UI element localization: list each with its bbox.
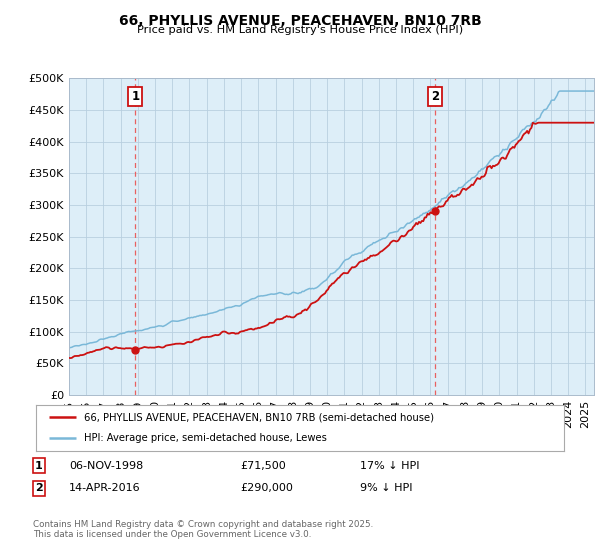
Text: 17% ↓ HPI: 17% ↓ HPI — [360, 461, 419, 471]
Text: 2: 2 — [35, 483, 43, 493]
Text: 9% ↓ HPI: 9% ↓ HPI — [360, 483, 413, 493]
Text: 14-APR-2016: 14-APR-2016 — [69, 483, 140, 493]
Text: 1: 1 — [131, 90, 139, 102]
Text: 1: 1 — [35, 461, 43, 471]
Text: £290,000: £290,000 — [240, 483, 293, 493]
Text: 2: 2 — [431, 90, 439, 102]
Text: 66, PHYLLIS AVENUE, PEACEHAVEN, BN10 7RB (semi-detached house): 66, PHYLLIS AVENUE, PEACEHAVEN, BN10 7RB… — [83, 412, 434, 422]
Text: Price paid vs. HM Land Registry's House Price Index (HPI): Price paid vs. HM Land Registry's House … — [137, 25, 463, 35]
Text: Contains HM Land Registry data © Crown copyright and database right 2025.
This d: Contains HM Land Registry data © Crown c… — [33, 520, 373, 539]
Text: HPI: Average price, semi-detached house, Lewes: HPI: Average price, semi-detached house,… — [83, 433, 326, 444]
Text: 66, PHYLLIS AVENUE, PEACEHAVEN, BN10 7RB: 66, PHYLLIS AVENUE, PEACEHAVEN, BN10 7RB — [119, 14, 481, 28]
Text: £71,500: £71,500 — [240, 461, 286, 471]
Text: 06-NOV-1998: 06-NOV-1998 — [69, 461, 143, 471]
